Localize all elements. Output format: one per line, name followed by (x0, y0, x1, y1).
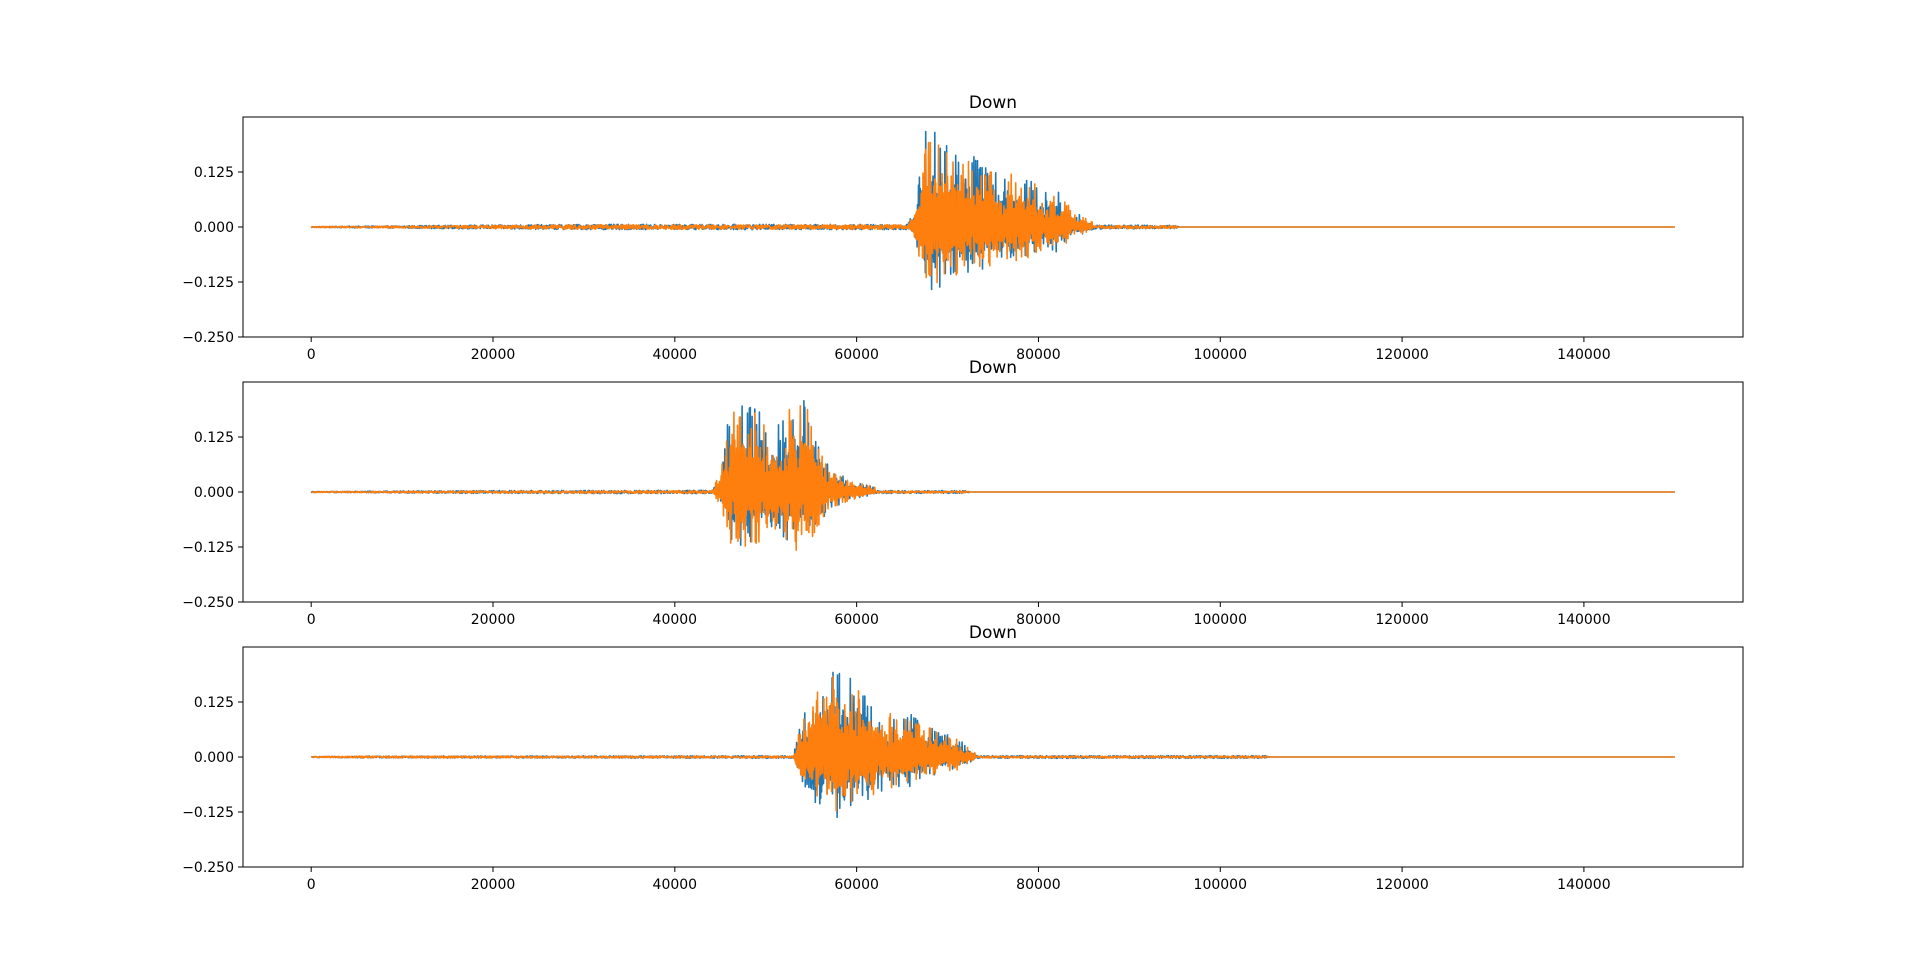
y-tick-label: 0.000 (194, 220, 234, 236)
y-tick-label: −0.250 (182, 860, 234, 876)
chart-title: Down (969, 358, 1017, 378)
series-line-2 (310, 141, 1676, 284)
x-tick-label: 40000 (653, 347, 698, 363)
x-tick-label: 80000 (1016, 612, 1061, 628)
chart-panel-2: Down 0 20000 40000 60000 80000 100000 120000 140… (182, 358, 1744, 628)
x-tick-label: 0 (307, 877, 316, 893)
x-tick-label: 140000 (1557, 347, 1610, 363)
y-tick-label: −0.250 (182, 330, 234, 346)
y-tick-label: 0.125 (194, 695, 234, 711)
x-tick-label: 120000 (1375, 347, 1428, 363)
x-tick-label: 20000 (471, 877, 516, 893)
x-tick-label: 60000 (834, 877, 879, 893)
y-tick-label: −0.125 (182, 275, 234, 291)
x-tick-label: 40000 (653, 877, 698, 893)
chart-title: Down (969, 93, 1017, 113)
y-tick-label: 0.000 (194, 485, 234, 501)
x-tick-label: 40000 (653, 612, 698, 628)
x-tick-label: 0 (307, 347, 316, 363)
chart-panel-3: Down 0 20000 40000 60000 80000 100000 120000 140… (182, 623, 1744, 893)
y-tick-label: 0.125 (194, 165, 234, 181)
x-tick-label: 20000 (471, 612, 516, 628)
x-tick-label: 120000 (1375, 612, 1428, 628)
x-tick-label: 100000 (1194, 347, 1247, 363)
x-tick-label: 60000 (834, 347, 879, 363)
chart-panel-1: Down 0 20000 40000 60000 80000 100000 120000 140… (182, 93, 1744, 363)
y-tick-label: −0.125 (182, 805, 234, 821)
chart-title: Down (969, 623, 1017, 643)
x-tick-label: 0 (307, 612, 316, 628)
x-tick-label: 80000 (1016, 347, 1061, 363)
x-tick-label: 20000 (471, 347, 516, 363)
series-line-2 (310, 675, 1676, 812)
y-tick-label: −0.250 (182, 595, 234, 611)
y-tick-label: −0.125 (182, 540, 234, 556)
x-tick-label: 80000 (1016, 877, 1061, 893)
x-tick-label: 60000 (834, 612, 879, 628)
x-tick-label: 120000 (1375, 877, 1428, 893)
x-tick-label: 140000 (1557, 612, 1610, 628)
x-tick-label: 140000 (1557, 877, 1610, 893)
x-tick-label: 100000 (1194, 877, 1247, 893)
y-tick-label: 0.000 (194, 750, 234, 766)
x-tick-label: 100000 (1194, 612, 1247, 628)
y-tick-label: 0.125 (194, 430, 234, 446)
series-line-2 (310, 404, 1676, 551)
